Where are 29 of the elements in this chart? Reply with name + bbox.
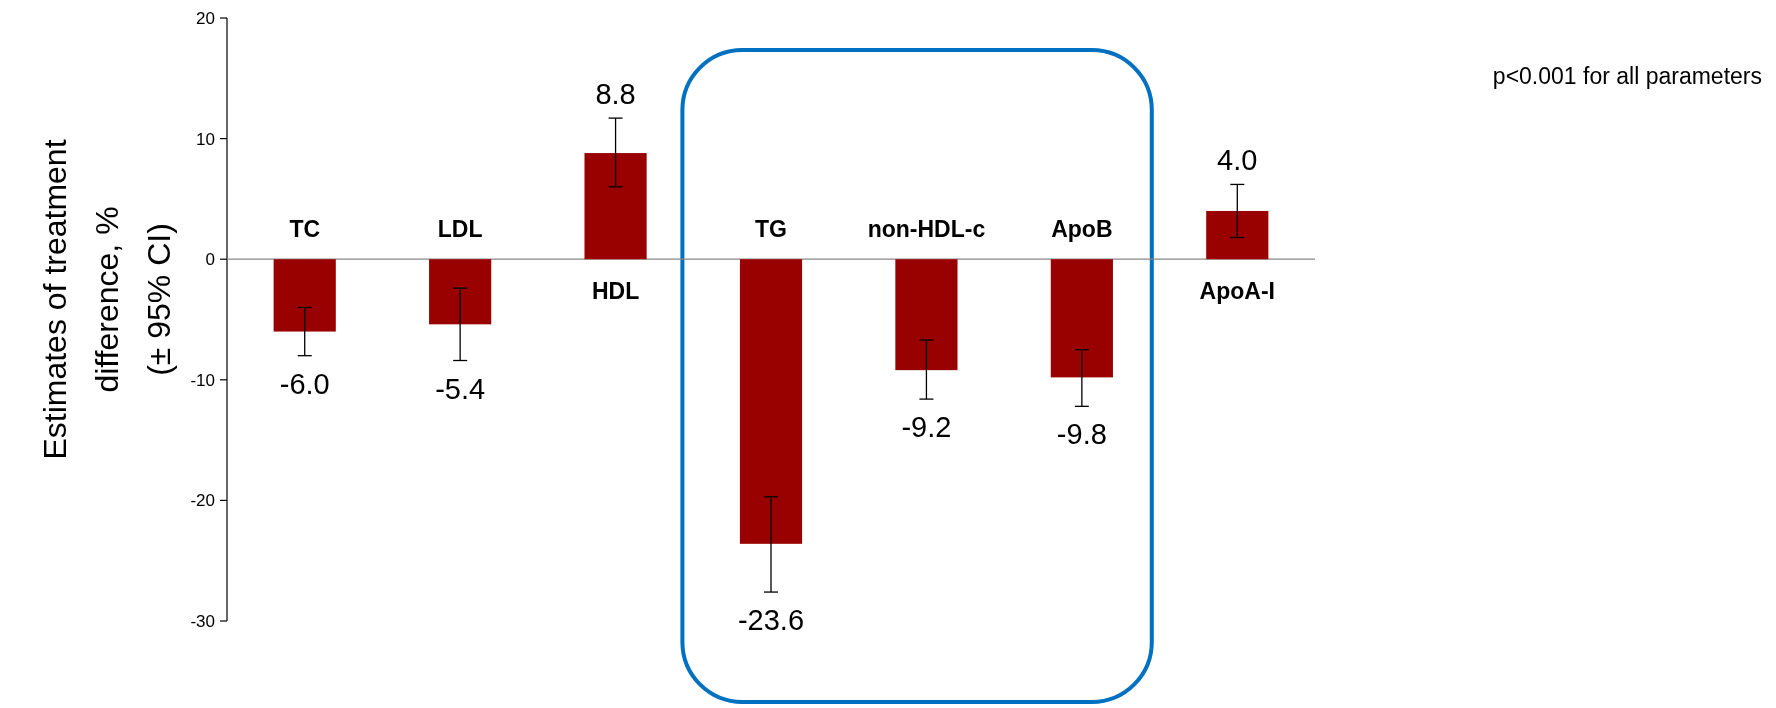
y-tick-label: -10 — [190, 370, 215, 390]
data-label: 8.8 — [595, 78, 636, 111]
y-tick-label: -30 — [190, 611, 215, 631]
bar — [273, 259, 336, 332]
data-label: -9.8 — [1056, 418, 1107, 451]
x-tick-label: ApoB — [1051, 216, 1113, 243]
text: p<0.001 for all parameters — [1492, 63, 1762, 89]
bar — [584, 153, 647, 260]
y-axis-title: Estimates of treatment difference, % (± 95% CI) — [37, 139, 177, 460]
data-label: -23.6 — [737, 604, 805, 637]
data-label: 4.0 — [1217, 144, 1258, 177]
bar — [739, 259, 803, 544]
data-label: -5.4 — [435, 372, 486, 405]
y-tick-label: 10 — [196, 129, 215, 149]
bar — [895, 259, 958, 371]
bar — [1050, 259, 1113, 378]
data-label: -9.2 — [901, 411, 952, 444]
y-tick-label: 20 — [196, 8, 215, 28]
x-tick-label: HDL — [591, 278, 640, 305]
x-tick-label: ApoA-I — [1199, 278, 1275, 305]
data-label: -6.0 — [279, 367, 330, 400]
y-tick-label: -20 — [190, 491, 215, 511]
x-tick-label: LDL — [437, 216, 483, 243]
x-tick-label: TG — [755, 216, 787, 243]
x-tick-label: non-HDL-c — [867, 216, 986, 243]
bar — [1206, 210, 1269, 260]
x-tick-label: TC — [289, 216, 321, 243]
y-tick-label: 0 — [205, 250, 215, 270]
bar — [429, 259, 492, 325]
